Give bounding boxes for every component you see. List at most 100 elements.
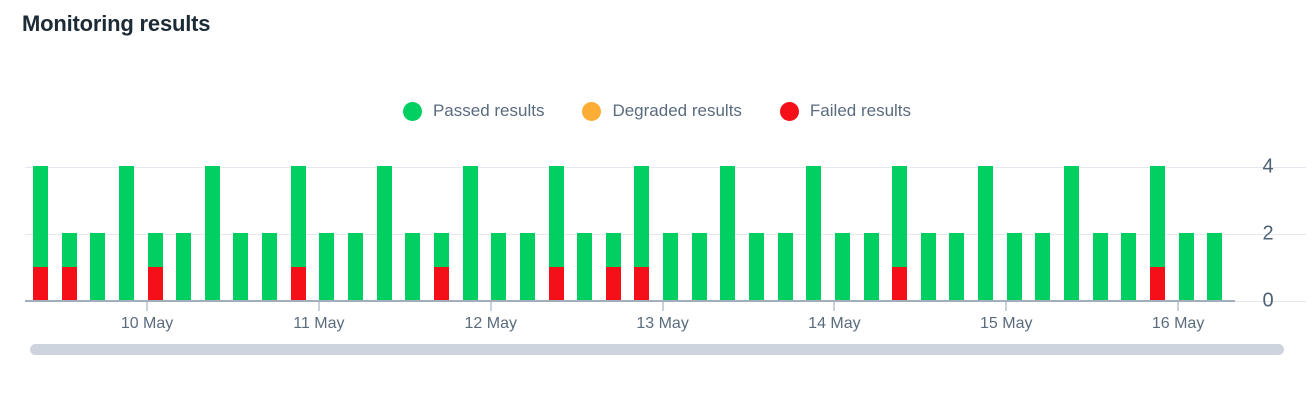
bar[interactable]	[834, 233, 850, 300]
bar[interactable]	[61, 233, 77, 300]
degraded-dot-icon	[582, 101, 602, 121]
bar[interactable]	[204, 166, 220, 300]
failed-dot-icon	[779, 101, 799, 121]
bar-segment-passed	[376, 166, 392, 300]
bar[interactable]	[519, 233, 535, 300]
bar[interactable]	[605, 233, 621, 300]
bar-segment-passed	[1207, 233, 1223, 300]
bar-segment-passed	[978, 166, 994, 300]
bar-segment-passed	[949, 233, 965, 300]
bar[interactable]	[548, 166, 564, 300]
bar[interactable]	[1035, 233, 1051, 300]
bar[interactable]	[1092, 233, 1108, 300]
bar[interactable]	[176, 233, 192, 300]
bar-segment-passed	[920, 233, 936, 300]
legend-label-passed: Passed results	[432, 101, 545, 120]
page-title: Monitoring results	[22, 11, 211, 36]
x-axis-label: 15 May	[980, 315, 1033, 332]
bar[interactable]	[863, 233, 879, 300]
bar-segment-failed	[892, 266, 908, 300]
bar-segment-passed	[663, 233, 679, 300]
bar-segment-passed	[1149, 166, 1165, 267]
bar-segment-passed	[577, 233, 593, 300]
x-axis-tick	[146, 302, 149, 311]
bar[interactable]	[491, 233, 507, 300]
gridline-y-4	[25, 166, 1306, 168]
bar-segment-failed	[290, 266, 306, 300]
bar[interactable]	[634, 166, 650, 300]
bar[interactable]	[118, 166, 134, 300]
bar-segment-passed	[749, 233, 764, 300]
bar[interactable]	[1178, 233, 1194, 300]
bar[interactable]	[1006, 233, 1022, 300]
bar[interactable]	[462, 166, 478, 300]
bar-segment-passed	[118, 166, 134, 300]
bar[interactable]	[433, 233, 449, 300]
bar[interactable]	[147, 233, 163, 300]
bar-segment-passed	[1121, 233, 1137, 300]
bar[interactable]	[1064, 166, 1080, 300]
bar-segment-passed	[462, 166, 478, 300]
horizontal-scrollbar[interactable]	[30, 344, 1284, 355]
bar[interactable]	[749, 233, 764, 300]
legend-label-degraded: Degraded results	[612, 101, 742, 120]
bar-segment-passed	[262, 233, 278, 300]
bar[interactable]	[319, 233, 335, 300]
bar[interactable]	[405, 233, 421, 300]
bar[interactable]	[978, 166, 994, 300]
legend-item-degraded[interactable]: Degraded results	[582, 101, 742, 121]
bar-segment-passed	[33, 166, 48, 267]
y-axis-label-2: 2	[1262, 222, 1274, 245]
bar[interactable]	[376, 166, 392, 300]
bar[interactable]	[720, 166, 736, 300]
bar[interactable]	[262, 233, 278, 300]
bar-segment-failed	[61, 266, 77, 300]
bar-segment-passed	[548, 166, 564, 267]
bar[interactable]	[920, 233, 936, 300]
y-axis-label-0: 0	[1262, 289, 1274, 312]
bar[interactable]	[892, 166, 908, 300]
bar-segment-passed	[61, 233, 77, 267]
bar[interactable]	[777, 233, 793, 300]
bar[interactable]	[290, 166, 306, 300]
bar[interactable]	[90, 233, 106, 300]
bar-segment-passed	[348, 233, 364, 300]
bar[interactable]	[233, 233, 249, 300]
x-axis-line	[25, 300, 1235, 302]
legend-item-failed[interactable]: Failed results	[779, 101, 912, 121]
bar[interactable]	[949, 233, 965, 300]
bar-segment-passed	[433, 233, 449, 267]
bar[interactable]	[691, 233, 707, 300]
x-axis-label: 10 May	[120, 315, 174, 332]
x-axis-label: 13 May	[636, 315, 689, 332]
bar-segment-passed	[777, 233, 793, 300]
bar[interactable]	[1121, 233, 1137, 300]
bar[interactable]	[663, 233, 679, 300]
bar-segment-failed	[33, 266, 48, 300]
bar[interactable]	[1207, 233, 1223, 300]
x-axis-tick	[489, 302, 492, 311]
bar-segment-failed	[1149, 266, 1165, 300]
legend-item-passed[interactable]: Passed results	[402, 101, 545, 121]
bar[interactable]	[348, 233, 364, 300]
bar-segment-passed	[204, 166, 220, 300]
bar-segment-passed	[147, 233, 163, 267]
x-axis-label: 12 May	[464, 315, 517, 332]
x-axis-tick	[317, 302, 320, 311]
bar-segment-passed	[691, 233, 707, 300]
x-axis-tick	[833, 302, 836, 311]
x-axis-label: 11 May	[293, 315, 345, 332]
bar[interactable]	[806, 166, 822, 300]
bar[interactable]	[1149, 166, 1165, 300]
bar[interactable]	[577, 233, 593, 300]
legend-label-failed: Failed results	[809, 101, 912, 120]
bar-segment-passed	[634, 166, 650, 267]
x-axis-label: 14 May	[808, 315, 861, 332]
bar-segment-passed	[90, 233, 106, 300]
bar-segment-passed	[405, 233, 421, 300]
x-axis-tick	[1177, 302, 1180, 311]
chart-legend: Passed results Degraded results Failed r…	[0, 101, 1314, 121]
bar[interactable]	[33, 166, 48, 300]
bar-segment-passed	[720, 166, 736, 300]
bar-segment-passed	[491, 233, 507, 300]
